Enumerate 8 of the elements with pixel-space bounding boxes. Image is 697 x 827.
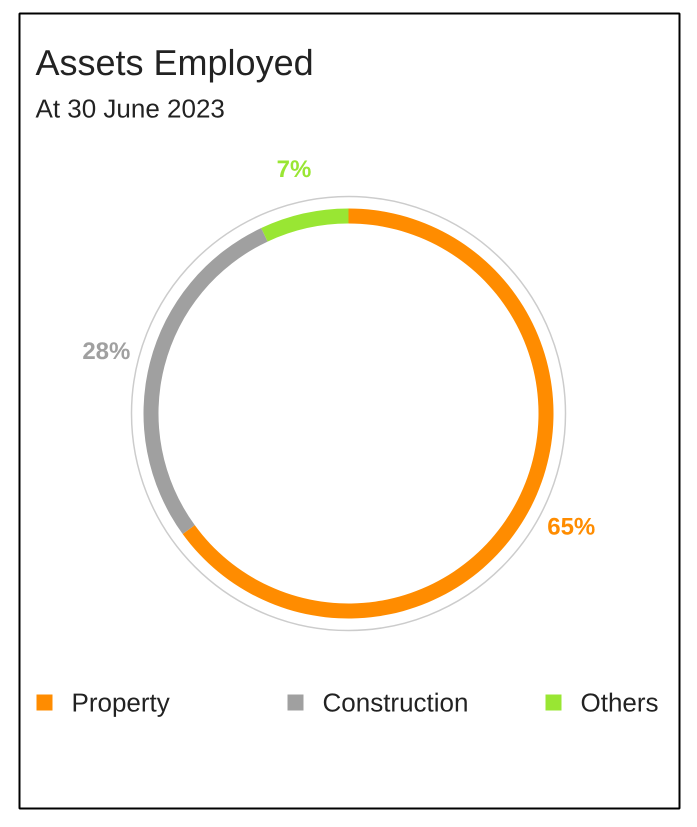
- legend-label: Others: [580, 688, 659, 718]
- data-label: 7%: [276, 156, 312, 184]
- chart-title: Assets Employed: [36, 42, 314, 83]
- legend-label: Property: [72, 688, 170, 718]
- chart-subtitle: At 30 June 2023: [36, 94, 225, 124]
- data-label: 65%: [547, 514, 596, 540]
- legend-label: Construction: [322, 688, 468, 718]
- data-label: 28%: [82, 338, 130, 365]
